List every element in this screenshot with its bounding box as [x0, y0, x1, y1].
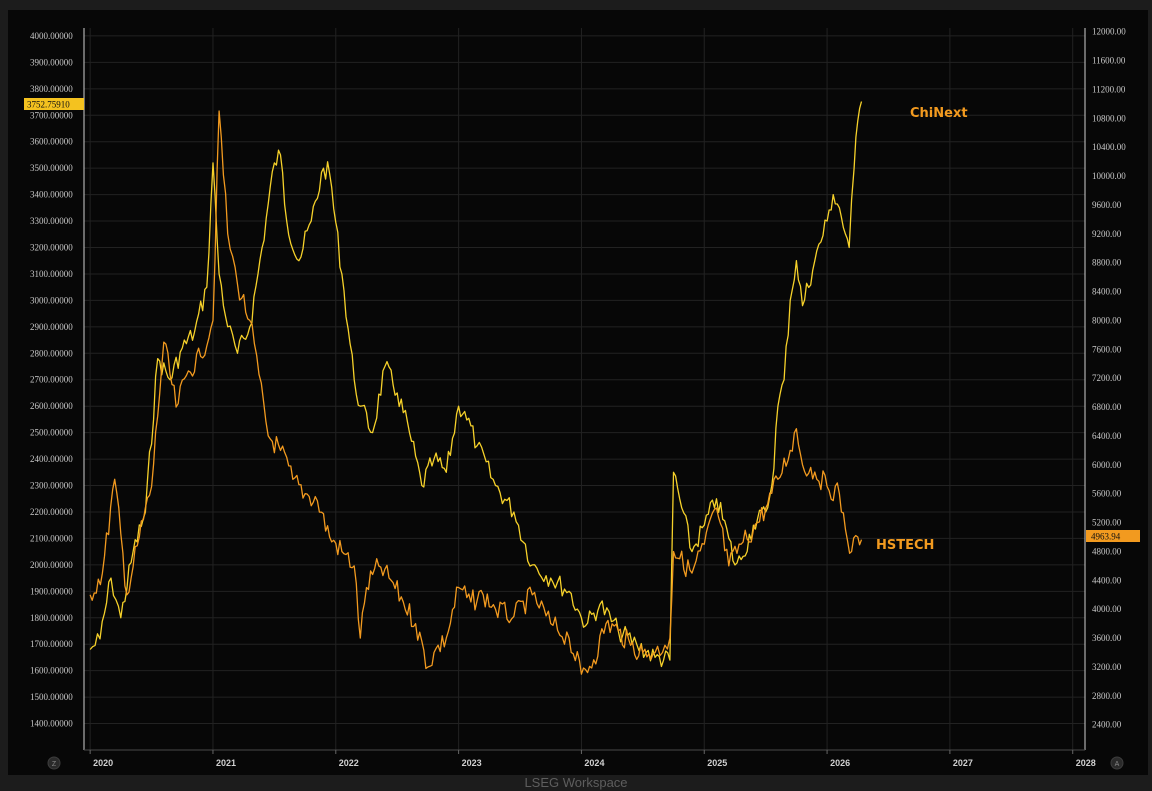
x-tick-label: 2025	[707, 758, 727, 768]
chart[interactable]: 1400.00000 1500.00000 1600.00000 1700.00000…	[8, 10, 1148, 775]
right-tick-label: 3600.00	[1092, 633, 1122, 643]
right-tick-label: 7200.00	[1092, 373, 1122, 383]
chart-frame: 1400.00000 1500.00000 1600.00000 1700.00000…	[8, 10, 1148, 775]
right-tick-label: 11200.00	[1092, 84, 1126, 94]
left-tick-label: 2400.00000	[30, 454, 73, 464]
right-tick-label: 4800.00	[1092, 546, 1122, 556]
right-tick-label: 4000.00	[1092, 604, 1122, 614]
x-tick-label: 2027	[953, 758, 973, 768]
left-tick-label: 1500.00000	[30, 692, 73, 702]
right-tick-label: 8000.00	[1092, 315, 1122, 325]
right-scale-button[interactable]	[1110, 756, 1124, 770]
left-tick-label: 3200.00000	[30, 243, 73, 253]
grid	[84, 28, 1085, 750]
left-tick-label: 1400.00000	[30, 719, 73, 729]
left-tick-label: 3000.00000	[30, 295, 73, 305]
corner-buttons: Z A	[47, 756, 1124, 770]
x-tick-label: 2023	[462, 758, 482, 768]
chinext-series-line	[89, 101, 863, 668]
left-tick-label: 3700.00000	[30, 110, 73, 120]
left-tick-label: 3600.00000	[30, 137, 73, 147]
right-tick-label: 11600.00	[1092, 55, 1126, 65]
left-tick-label: 2800.00000	[30, 348, 73, 358]
left-tick-label: 2500.00000	[30, 428, 73, 438]
left-tick-label: 2300.00000	[30, 481, 73, 491]
left-scale-button-text: Z	[52, 761, 57, 768]
left-axis: 1400.00000 1500.00000 1600.00000 1700.00000…	[30, 28, 85, 750]
left-tick-label: 4000.00000	[30, 31, 73, 41]
right-tick-label: 5200.00	[1092, 518, 1122, 528]
right-tick-label: 12000.00	[1092, 27, 1126, 37]
right-axis: 2400.00 2800.00 3200.00 3600.00 4000.00 4400.…	[1084, 27, 1126, 750]
left-tick-label: 3300.00000	[30, 216, 73, 226]
left-tick-label: 1800.00000	[30, 613, 73, 623]
x-tick-label: 2024	[584, 758, 604, 768]
left-scale-button[interactable]	[47, 756, 61, 770]
x-tick-label: 2028	[1076, 758, 1096, 768]
left-tick-label: 1700.00000	[30, 639, 73, 649]
hstech-series-line	[89, 110, 863, 675]
right-tick-label: 10400.00	[1092, 142, 1126, 152]
right-tick-label: 8800.00	[1092, 258, 1122, 268]
left-tick-label: 1900.00000	[30, 586, 73, 596]
left-tick-label: 2000.00000	[30, 560, 73, 570]
left-current-value-badge	[24, 98, 84, 110]
right-tick-label: 2400.00	[1092, 720, 1122, 730]
label-layer: ChiNext HSTECH	[876, 106, 968, 553]
right-tick-label: 10000.00	[1092, 171, 1126, 181]
left-current-value-text: 3752.75910	[27, 100, 70, 110]
left-tick-label: 2900.00000	[30, 322, 73, 332]
right-tick-label: 6800.00	[1092, 402, 1122, 412]
hstech-label: HSTECH	[876, 538, 934, 553]
right-tick-label: 4400.00	[1092, 575, 1122, 585]
right-current-value-text: 4963.94	[1091, 532, 1121, 542]
right-current-value-badge	[1086, 530, 1140, 542]
badge-layer: 3752.75910 4963.94	[24, 98, 1140, 542]
right-tick-label: 9600.00	[1092, 200, 1122, 210]
right-tick-label: 8400.00	[1092, 287, 1122, 297]
left-tick-label: 2700.00000	[30, 375, 73, 385]
left-tick-label: 3100.00000	[30, 269, 73, 279]
right-tick-label: 10800.00	[1092, 113, 1126, 123]
x-tick-label: 2022	[339, 758, 359, 768]
right-tick-label: 7600.00	[1092, 344, 1122, 354]
left-tick-label: 3800.00000	[30, 84, 73, 94]
right-tick-label: 2800.00	[1092, 691, 1122, 701]
left-tick-label: 3900.00000	[30, 57, 73, 67]
right-tick-label: 9200.00	[1092, 229, 1122, 239]
right-tick-label: 6000.00	[1092, 460, 1122, 470]
left-tick-label: 2600.00000	[30, 401, 73, 411]
left-tick-label: 1600.00000	[30, 666, 73, 676]
left-tick-label: 3400.00000	[30, 190, 73, 200]
right-tick-label: 3200.00	[1092, 662, 1122, 672]
right-tick-label: 6400.00	[1092, 431, 1122, 441]
chinext-label: ChiNext	[910, 106, 968, 121]
left-tick-label: 3500.00000	[30, 163, 73, 173]
x-axis: 2020 2021 2022 2023 2024 2025 2026 2027 2028	[84, 749, 1096, 768]
right-tick-label: 5600.00	[1092, 489, 1122, 499]
x-tick-label: 2020	[93, 758, 113, 768]
footer-watermark: LSEG Workspace	[524, 775, 628, 790]
left-tick-label: 2100.00000	[30, 533, 73, 543]
x-tick-label: 2021	[216, 758, 236, 768]
left-tick-label: 2200.00000	[30, 507, 73, 517]
right-scale-button-text: A	[1115, 761, 1120, 768]
series-layer	[89, 101, 863, 675]
x-tick-label: 2026	[830, 758, 850, 768]
